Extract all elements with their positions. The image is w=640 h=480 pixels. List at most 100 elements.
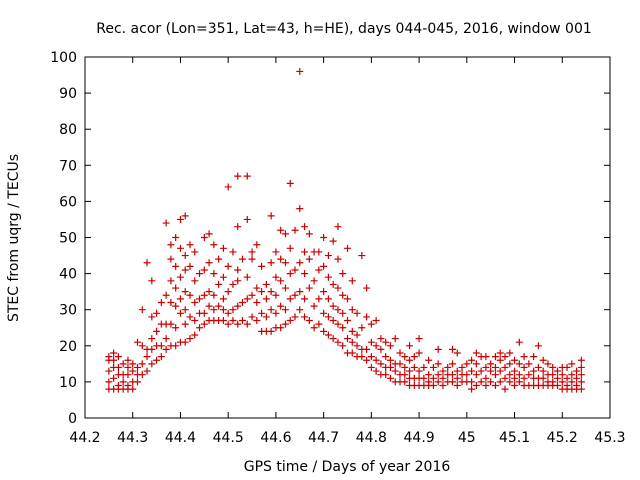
data-point [568, 360, 576, 368]
data-point [253, 317, 261, 325]
data-point [191, 298, 199, 306]
data-point [310, 324, 318, 332]
data-point [568, 371, 576, 379]
data-point [219, 273, 227, 281]
data-point [234, 302, 242, 310]
data-point [573, 367, 581, 375]
data-point [520, 374, 528, 382]
data-point [215, 280, 223, 288]
data-point [157, 353, 165, 361]
data-point [167, 241, 175, 249]
data-point [143, 259, 151, 267]
data-point [554, 382, 561, 390]
data-point [382, 338, 390, 346]
data-point [491, 353, 499, 361]
data-point [429, 363, 437, 371]
data-point [291, 291, 299, 299]
data-point [210, 291, 218, 299]
data-point [301, 270, 309, 278]
data-point [477, 378, 485, 386]
data-point [425, 378, 433, 386]
y-tick-label: 30 [59, 303, 77, 319]
data-point [153, 356, 161, 364]
data-point [554, 367, 561, 375]
data-point [210, 241, 218, 249]
data-point [301, 223, 309, 231]
data-point [215, 255, 223, 263]
x-tick-label: 44.5 [213, 430, 244, 446]
data-point [491, 371, 499, 379]
data-point [329, 280, 337, 288]
x-tick-label: 44.3 [117, 430, 148, 446]
data-point [563, 363, 571, 371]
data-point [305, 255, 313, 263]
data-point [215, 302, 223, 310]
data-point [301, 295, 309, 303]
data-point [234, 320, 242, 328]
data-point [105, 378, 113, 386]
data-point [267, 288, 275, 296]
data-point [291, 313, 299, 321]
data-point [315, 248, 323, 256]
data-point [124, 382, 132, 390]
chart-title: Rec. acor (Lon=351, Lat=43, h=HE), days … [96, 21, 592, 37]
data-point [286, 295, 294, 303]
data-point [224, 309, 232, 317]
data-point [148, 335, 156, 343]
data-point [286, 270, 294, 278]
data-point [377, 360, 385, 368]
data-point [239, 255, 246, 263]
data-point [577, 385, 585, 393]
data-point [506, 349, 514, 357]
data-point [501, 363, 509, 371]
data-point [148, 277, 156, 285]
data-point [382, 353, 390, 361]
data-point [520, 363, 528, 371]
data-point [334, 223, 342, 231]
data-point [114, 353, 122, 361]
data-point [415, 349, 423, 357]
data-point [468, 367, 476, 375]
data-point [501, 385, 509, 393]
data-point [114, 382, 122, 390]
data-point [501, 353, 509, 361]
data-point [243, 172, 251, 180]
data-point [172, 284, 180, 292]
data-point [281, 284, 289, 292]
data-point [482, 382, 490, 390]
data-point [315, 266, 323, 274]
data-point [339, 309, 347, 317]
data-point [239, 298, 246, 306]
data-point [410, 353, 418, 361]
data-point [310, 302, 318, 310]
data-point [176, 273, 184, 281]
data-point [453, 382, 461, 390]
data-point [386, 363, 394, 371]
data-point [463, 360, 471, 368]
data-point [358, 353, 366, 361]
data-point [515, 378, 523, 386]
data-point [181, 306, 189, 314]
data-point [186, 313, 194, 321]
data-point [539, 356, 547, 364]
y-tick-label: 20 [59, 339, 77, 355]
data-point [324, 252, 332, 260]
data-point [429, 374, 437, 382]
data-point [291, 266, 299, 274]
data-point [105, 367, 113, 375]
data-point [463, 371, 471, 379]
data-point [363, 356, 371, 364]
data-point [468, 385, 476, 393]
data-point [134, 378, 141, 386]
data-point [425, 371, 433, 379]
data-point [554, 374, 561, 382]
data-point [348, 306, 356, 314]
data-point [372, 342, 380, 350]
data-point [482, 353, 490, 361]
data-point [458, 363, 466, 371]
data-point [477, 367, 485, 375]
x-tick-label: 45.1 [499, 430, 530, 446]
data-point [468, 356, 476, 364]
data-point [229, 280, 237, 288]
